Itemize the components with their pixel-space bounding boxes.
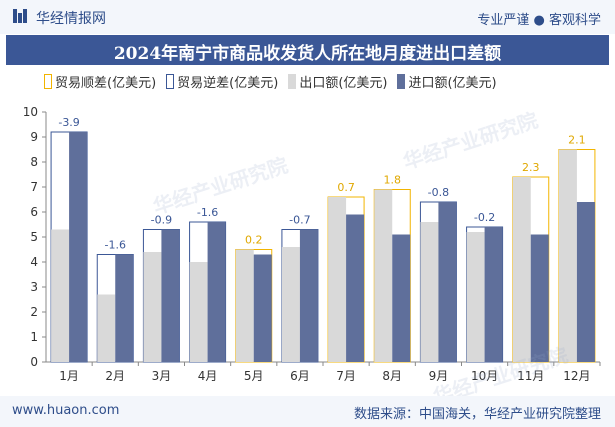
title-bar: 2024年南宁市商品收发货人所在地月度进出口差额 (6, 35, 609, 65)
legend-label-import: 进口额(亿美元) (408, 75, 497, 91)
legend-item-deficit: 贸易逆差(亿美元) (166, 72, 279, 91)
data-source: 数据来源：中国海关，华经产业研究院整理 (353, 407, 601, 422)
import-bar (484, 227, 503, 362)
top-banner: 华经情报网 专业严谨 ● 客观科学 (0, 0, 615, 34)
import-bar (576, 202, 595, 362)
y-tick-label: 9 (30, 130, 38, 144)
y-tick-label: 7 (30, 180, 38, 194)
balance-data-label: -3.9 (58, 116, 79, 129)
x-tick-label: 9月 (429, 369, 449, 383)
legend-item-export: 出口额(亿美元) (288, 72, 388, 91)
export-bar (189, 262, 208, 362)
chart-title: 2024年南宁市商品收发货人所在地月度进出口差额 (113, 44, 502, 64)
y-tick-label: 1 (30, 330, 38, 344)
legend-swatch-deficit (166, 73, 175, 89)
export-bar (235, 249, 254, 362)
legend-item-import: 进口额(亿美元) (397, 72, 497, 91)
export-bar (143, 252, 162, 362)
balance-data-label: -0.8 (428, 186, 449, 199)
balance-data-label: 0.2 (245, 234, 263, 247)
export-bar (420, 222, 439, 362)
tagline: 专业严谨 ● 客观科学 (477, 13, 601, 28)
x-tick-label: 12月 (563, 369, 590, 383)
import-bar (438, 202, 457, 362)
y-tick-label: 0 (30, 355, 38, 369)
legend-item-surplus: 贸易顺差(亿美元) (44, 72, 157, 91)
x-tick-label: 7月 (336, 369, 356, 383)
footer-bar: www.huaon.com 数据来源：中国海关，华经产业研究院整理 (0, 396, 615, 427)
balance-data-label: -1.6 (105, 239, 126, 252)
y-tick-label: 6 (30, 205, 38, 219)
export-bar (97, 294, 116, 362)
y-tick-label: 3 (30, 280, 38, 294)
brand-logo-icon (13, 9, 27, 23)
brand-name: 华经情报网 (36, 11, 106, 27)
x-tick-label: 2月 (105, 369, 125, 383)
balance-data-label: -0.2 (474, 211, 495, 224)
x-tick-label: 6月 (290, 369, 310, 383)
import-bar (530, 234, 549, 362)
import-bar (346, 214, 365, 362)
export-bar (328, 197, 347, 362)
balance-data-label: -1.6 (197, 206, 218, 219)
balance-data-label: 2.1 (568, 134, 586, 147)
import-bar (69, 132, 88, 362)
x-tick-label: 4月 (198, 369, 218, 383)
balance-data-label: 0.7 (337, 181, 355, 194)
x-tick-label: 10月 (471, 369, 498, 383)
legend-swatch-surplus (44, 73, 52, 89)
balance-data-label: 2.3 (522, 161, 540, 174)
import-bar (392, 234, 411, 362)
legend-label-surplus: 贸易顺差(亿美元) (55, 75, 157, 91)
legend-label-deficit: 贸易逆差(亿美元) (177, 75, 279, 91)
chart-legend: 贸易顺差(亿美元) 贸易逆差(亿美元) 出口额(亿美元) 进口额(亿美元) (44, 72, 497, 91)
import-bar (161, 229, 180, 362)
y-tick-label: 5 (30, 230, 38, 244)
legend-swatch-import (397, 73, 406, 89)
balance-data-label: 1.8 (384, 174, 402, 187)
export-bar (281, 247, 300, 362)
legend-swatch-export (288, 73, 297, 89)
export-bar (558, 149, 577, 362)
x-tick-label: 8月 (382, 369, 402, 383)
site-url: www.huaon.com (12, 403, 120, 418)
import-bar (253, 254, 272, 362)
chart-plot: 0 1 2 3 4 5 6 7 8 9 10 -3.9 1月 -1.6 2月 -0.9 3月 -1.6 4月 0.2 5… (23, 105, 601, 383)
import-bar (207, 222, 226, 362)
legend-label-export: 出口额(亿美元) (299, 75, 388, 91)
balance-data-label: -0.9 (151, 214, 172, 227)
x-tick-label: 3月 (152, 369, 172, 383)
y-tick-label: 10 (23, 105, 38, 119)
x-tick-label: 1月 (59, 369, 79, 383)
export-bar (512, 177, 531, 362)
x-tick-label: 11月 (517, 369, 544, 383)
import-bar (115, 254, 134, 362)
y-tick-label: 8 (30, 155, 38, 169)
import-bar (299, 229, 318, 362)
export-bar (51, 229, 70, 362)
x-tick-label: 5月 (244, 369, 264, 383)
export-bar (374, 189, 393, 362)
export-bar (466, 232, 485, 362)
y-tick-label: 4 (30, 255, 38, 269)
balance-data-label: -0.7 (289, 214, 310, 227)
y-tick-label: 2 (30, 305, 38, 319)
